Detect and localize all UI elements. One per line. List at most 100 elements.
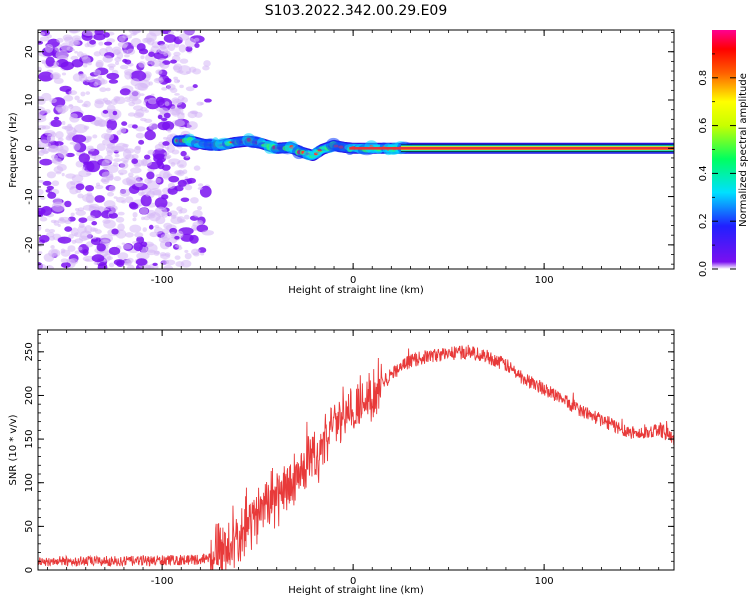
noise-blob — [73, 232, 82, 238]
noise-blob — [113, 259, 125, 266]
noise-blob — [178, 44, 187, 53]
noise-blob — [192, 251, 200, 257]
noise-blob — [131, 158, 139, 164]
noise-blob — [77, 225, 87, 234]
noise-blob — [159, 107, 169, 114]
noise-blob — [150, 93, 155, 97]
noise-blob — [199, 185, 212, 198]
noise-blob — [50, 72, 61, 80]
noise-blob — [51, 180, 60, 187]
noise-blob — [170, 59, 177, 64]
noise-blob — [78, 73, 88, 83]
noise-blob — [142, 158, 153, 167]
noise-blob — [101, 176, 110, 185]
noise-blob — [154, 197, 168, 209]
noise-blob — [38, 188, 44, 196]
noise-blob — [74, 95, 80, 101]
noise-blob — [106, 119, 118, 131]
noise-blob — [72, 134, 87, 143]
spectrogram-y-tick-label: -20 — [24, 237, 35, 253]
snr-frame — [37, 329, 675, 571]
noise-blob — [38, 97, 46, 105]
noise-blob — [61, 72, 67, 76]
noise-blob — [43, 253, 55, 262]
noise-blob — [163, 155, 171, 160]
noise-blob — [135, 258, 148, 266]
noise-blob — [180, 150, 187, 157]
noise-blob — [155, 177, 162, 184]
noise-blob — [113, 49, 121, 56]
noise-blob — [177, 95, 185, 102]
noise-blob — [146, 61, 152, 65]
noise-blob — [64, 125, 74, 131]
colorbar-tick-label: 0.2 — [698, 213, 709, 229]
noise-blob — [166, 83, 176, 91]
noise-blob — [60, 249, 71, 257]
noise-blob — [186, 121, 198, 130]
noise-blob — [95, 182, 101, 187]
noise-blob — [108, 65, 115, 71]
noise-blob — [72, 142, 81, 151]
noise-blob — [86, 160, 101, 173]
noise-blob — [132, 211, 138, 218]
noise-blob — [131, 124, 138, 129]
noise-blob — [161, 164, 171, 171]
noise-blob — [75, 183, 85, 191]
noise-blob — [197, 206, 202, 211]
noise-blob — [74, 50, 78, 54]
noise-blob — [108, 262, 115, 268]
noise-blob — [45, 56, 55, 67]
noise-blob — [125, 196, 134, 204]
noise-blob — [171, 119, 185, 127]
noise-blob — [119, 127, 127, 134]
noise-blob — [108, 212, 118, 219]
noise-blob — [173, 51, 181, 57]
noise-blob — [128, 201, 137, 209]
noise-blob — [178, 65, 191, 76]
noise-blob — [65, 173, 76, 179]
noise-blob — [64, 226, 73, 232]
noise-blob — [196, 220, 204, 226]
noise-blob — [77, 193, 84, 199]
snr-plot-area — [38, 344, 674, 570]
noise-blob — [203, 60, 211, 67]
noise-blob — [86, 215, 96, 222]
snr-axes: -100 0 100 0 50 100 150 200 250 — [24, 330, 674, 587]
noise-blob — [88, 147, 95, 152]
noise-blob — [186, 177, 197, 184]
noise-blob — [81, 114, 96, 123]
noise-blob — [101, 133, 111, 140]
noise-blob — [81, 103, 88, 108]
noise-blob — [148, 224, 154, 230]
noise-blob — [155, 69, 163, 75]
noise-blob — [135, 145, 142, 151]
noise-blob — [135, 126, 146, 132]
noise-blob — [139, 93, 145, 97]
noise-blob — [138, 61, 146, 68]
noise-blob — [93, 119, 100, 127]
noise-blob — [133, 112, 144, 119]
noise-blob — [50, 119, 62, 128]
noise-blob — [71, 59, 84, 68]
noise-blob — [160, 234, 168, 239]
noise-blob — [46, 142, 51, 147]
noise-blob — [93, 33, 106, 41]
noise-blob — [154, 206, 168, 217]
noise-blob — [174, 170, 182, 175]
spectrogram-y-tick-label: -10 — [24, 188, 35, 204]
noise-blob — [104, 41, 113, 46]
noise-blob — [146, 171, 155, 180]
noise-blob — [84, 258, 90, 262]
noise-blob — [162, 228, 170, 234]
noise-blob — [159, 252, 167, 257]
noise-blob — [194, 43, 200, 49]
noise-blob — [178, 209, 183, 214]
noise-blob — [192, 84, 198, 89]
noise-blob — [94, 195, 105, 203]
noise-blob — [184, 37, 197, 48]
noise-blob — [192, 68, 202, 75]
noise-blob — [102, 55, 113, 63]
colorbar-tick-label: 0.6 — [698, 118, 709, 134]
noise-blob — [72, 40, 79, 45]
